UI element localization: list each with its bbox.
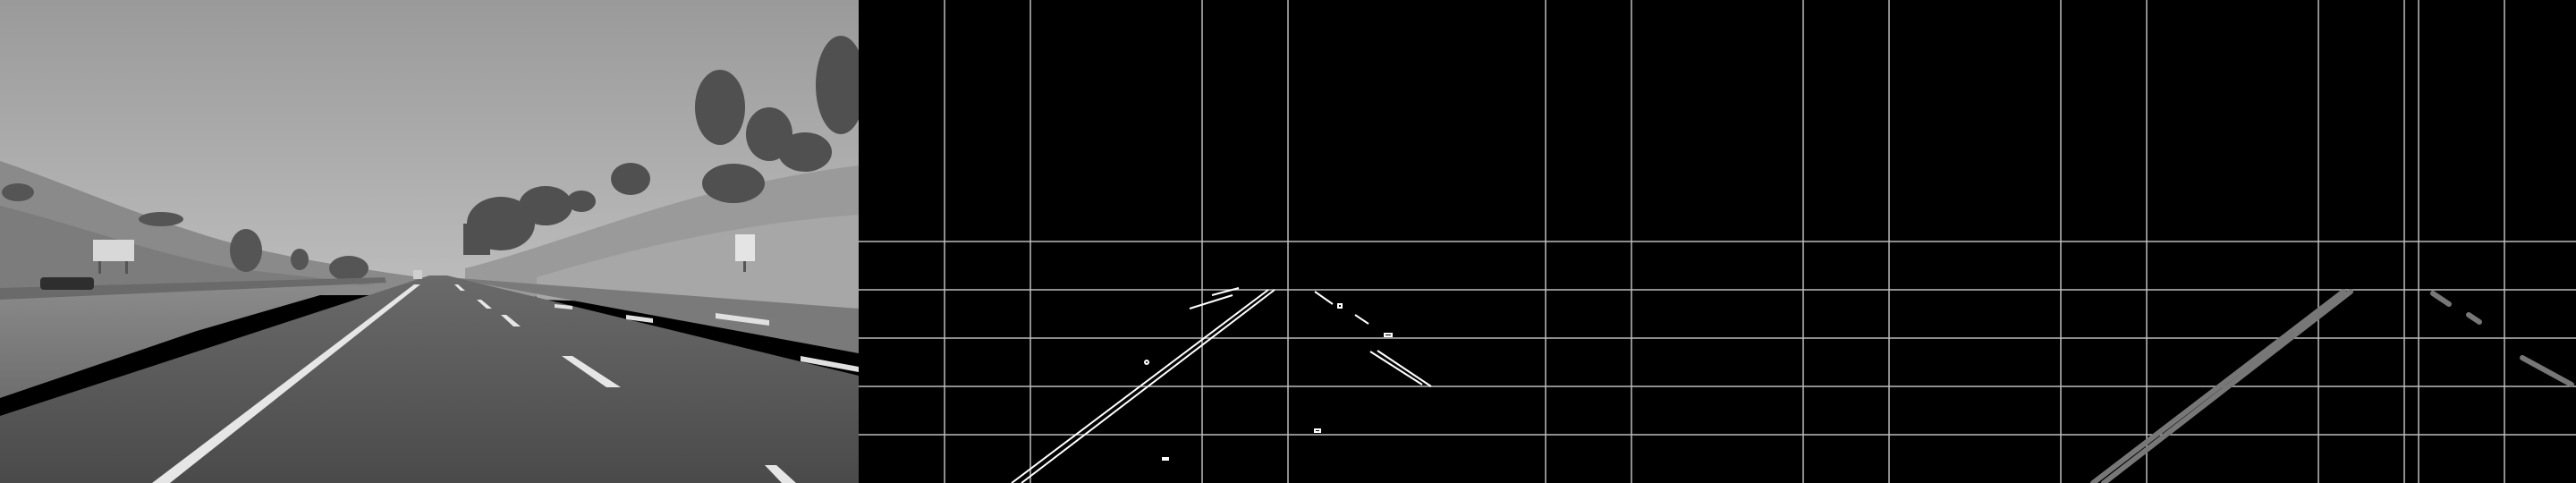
edge-grid [859,0,1717,483]
canny-edges-panel [859,0,1717,483]
road [0,275,859,483]
grayscale-road-scene [0,0,859,483]
hough-lines-view [1717,0,2576,483]
left-car [40,277,94,290]
hough-lane-lines [2090,289,2574,483]
right-hill-shade [537,215,859,309]
canny-edges-view [859,0,1717,483]
left-trees [2,183,369,281]
right-road-sign [735,234,755,261]
hough-lines-panel [1717,0,2576,483]
right-shoulder [447,277,859,353]
left-solid-lane-line [152,284,420,483]
right-trees [463,36,859,255]
left-guardrail [0,277,386,300]
left-road-sign [93,240,134,261]
far-right-lane-dashes [555,304,859,372]
left-grass [0,279,376,398]
distant-truck [413,270,422,279]
lane-edges [1011,287,1432,483]
right-dashed-lane-line [454,284,796,483]
grayscale-road-panel [0,0,859,483]
left-hill-shade [0,206,376,295]
hough-grid [1717,0,2576,483]
